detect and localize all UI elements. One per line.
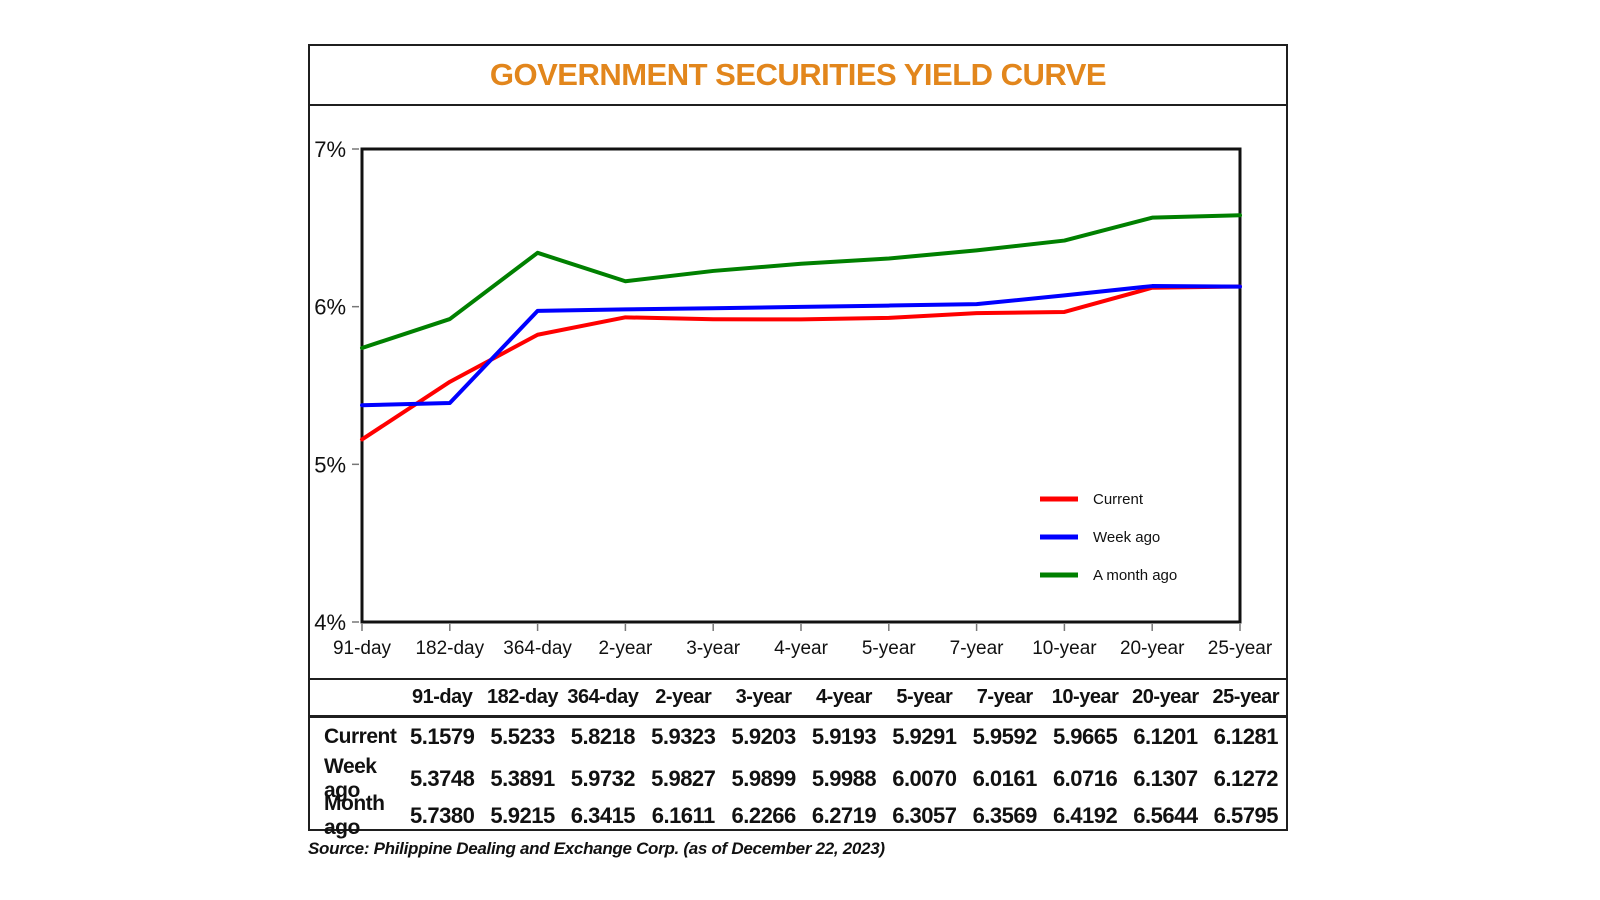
plot-border: [360, 147, 1242, 624]
table-value: 6.1611: [651, 803, 716, 828]
table-value: 5.9193: [811, 723, 877, 749]
table-value: 5.3891: [490, 766, 555, 791]
x-axis-label: 10-year: [1032, 638, 1097, 659]
table-value: 5.9291: [892, 723, 957, 749]
table-value: 5.8218: [570, 723, 636, 749]
legend-label: Current: [1093, 491, 1144, 508]
table-header-row: 91-day 182-day 364-day 2-year 3-year 4-year 5-…: [310, 680, 1286, 718]
y-axis-label: 5%: [314, 452, 346, 477]
table-value: 5.9592: [972, 723, 1038, 749]
x-axis-label: 3-year: [686, 638, 741, 659]
table-row: Month ago 5.7380 5.9215 6.3415 6.1611 6.2266 6…: [310, 792, 1286, 839]
table-value: 5.1579: [410, 723, 475, 749]
table-value: 6.1281: [1213, 723, 1279, 749]
table-value: 6.0161: [972, 766, 1038, 791]
table-column-header: 10-year: [1051, 686, 1119, 708]
table-row-label: Week ago: [324, 755, 377, 802]
table-value: 5.9665: [1052, 723, 1118, 749]
table-value: 6.0716: [1052, 766, 1118, 791]
table-value: 5.7380: [410, 803, 475, 828]
y-axis-label: 4%: [314, 610, 346, 635]
y-axis-label: 7%: [314, 137, 346, 162]
x-axis-label: 20-year: [1120, 638, 1185, 659]
legend-label: Week ago: [1093, 529, 1160, 546]
x-axis-label: 182-day: [415, 638, 484, 659]
title-bar: GOVERNMENT SECURITIES YIELD CURVE: [310, 46, 1286, 106]
x-axis-label: 364-day: [503, 638, 572, 659]
legend-label: A month ago: [1093, 567, 1177, 584]
table-value: 5.9988: [811, 766, 877, 791]
table-column-header: 3-year: [735, 686, 792, 708]
y-axis-label: 6%: [314, 295, 346, 320]
table-value: 6.1201: [1133, 723, 1198, 749]
x-axis-label: 91-day: [333, 638, 392, 659]
table-value: 6.3569: [972, 803, 1038, 828]
table-value: 5.9203: [731, 723, 796, 749]
table-value: 6.5795: [1213, 803, 1279, 828]
chart-title: GOVERNMENT SECURITIES YIELD CURVE: [489, 57, 1107, 92]
table-row: Week ago 5.3748 5.3891 5.9732 5.9827 5.9899 5.…: [310, 755, 1286, 802]
table-column-header: 4-year: [816, 686, 872, 708]
table-value: 6.3057: [892, 803, 957, 828]
table-row-label: Current: [324, 724, 397, 748]
x-axis-label: 2-year: [598, 638, 653, 659]
table-value: 5.9323: [651, 723, 716, 749]
series-line-week-ago: [360, 284, 1242, 408]
table-value: 6.2266: [731, 803, 796, 828]
table-value: 6.1307: [1133, 766, 1198, 791]
table-column-header: 20-year: [1132, 686, 1199, 708]
table-value: 6.3415: [570, 803, 636, 828]
table-value: 5.3748: [410, 766, 475, 791]
yield-curve-chart: 4% 5% 6% 7% 91-day 182-day 364-day 2-year 3-year…: [314, 137, 1273, 659]
table-row: Current 5.1579 5.5233 5.8218 5.9323 5.9203 5.9…: [310, 718, 1286, 755]
x-axis-label: 5-year: [862, 638, 917, 659]
table-value: 6.0070: [892, 766, 957, 791]
yield-table: 91-day 182-day 364-day 2-year 3-year 4-year 5-…: [310, 678, 1286, 839]
table-column-header: 182-day: [487, 686, 559, 708]
table-column-header: 364-day: [567, 686, 639, 708]
series-line-current: [360, 284, 1242, 442]
table-value: 5.5233: [490, 723, 555, 749]
x-axis-label: 4-year: [774, 638, 829, 659]
yield-curve-panel: GOVERNMENT SECURITIES YIELD CURVE 4% 5% 6%…: [308, 44, 1288, 839]
source-note: Source: Philippine Dealing and Exchange …: [308, 839, 885, 858]
table-value: 5.9827: [651, 766, 716, 791]
table-value: 6.2719: [811, 803, 877, 828]
table-column-header: 25-year: [1212, 686, 1280, 708]
table-column-header: 7-year: [976, 686, 1033, 708]
table-value: 6.1272: [1213, 766, 1279, 791]
table-value: 5.9732: [570, 766, 636, 791]
series-line-a-month-ago: [360, 213, 1242, 350]
x-axis-label: 25-year: [1208, 638, 1273, 659]
table-value: 5.9215: [490, 803, 555, 828]
table-value: 5.9899: [731, 766, 796, 791]
x-axis-label: 7-year: [950, 638, 1005, 659]
table-value: 6.5644: [1133, 803, 1198, 828]
table-column-header: 2-year: [655, 686, 712, 708]
table-column-header: 91-day: [411, 686, 473, 708]
table-row-label: Month ago: [324, 792, 385, 839]
table-column-header: 5-year: [896, 686, 953, 708]
table-value: 6.4192: [1052, 803, 1118, 828]
